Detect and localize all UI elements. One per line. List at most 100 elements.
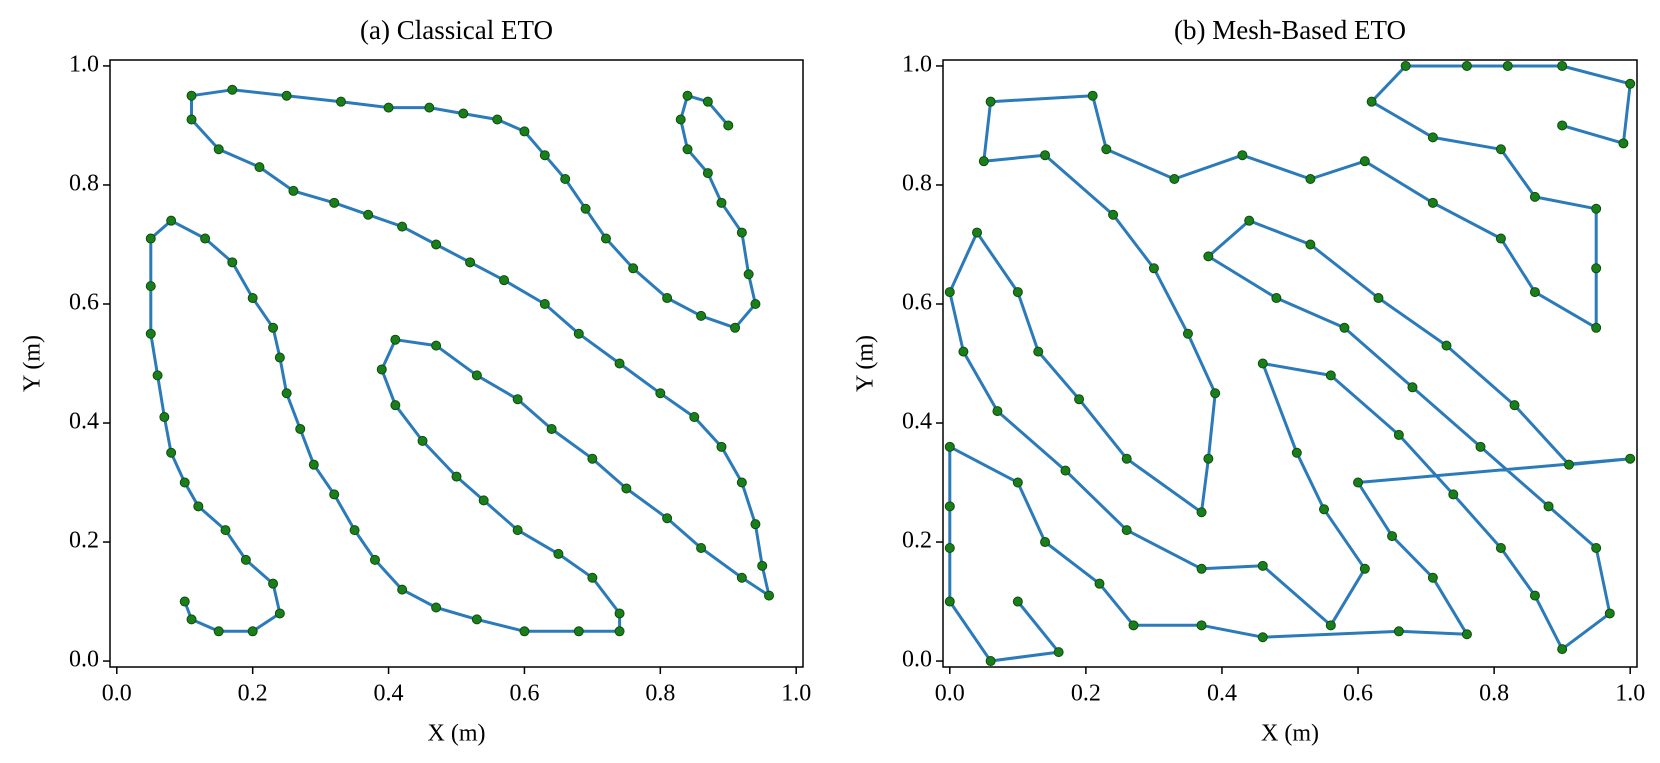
point-marker <box>247 293 258 304</box>
point-marker <box>519 126 530 137</box>
point-marker <box>958 346 969 357</box>
point-marker <box>702 168 713 179</box>
point-marker <box>424 102 435 113</box>
point-marker <box>1461 629 1472 640</box>
axes-frame <box>942 59 1638 668</box>
point-marker <box>512 525 523 536</box>
point-marker <box>736 572 747 583</box>
point-marker <box>1591 542 1602 553</box>
point-marker <box>1087 90 1098 101</box>
point-marker <box>1427 132 1438 143</box>
point-marker <box>1074 394 1085 405</box>
point-marker <box>1237 150 1248 161</box>
point-marker <box>159 412 170 423</box>
point-marker <box>499 275 510 286</box>
point-marker <box>213 626 224 637</box>
point-marker <box>383 102 394 113</box>
point-marker <box>254 162 265 173</box>
point-marker <box>471 614 482 625</box>
point-marker <box>587 572 598 583</box>
point-marker <box>431 602 442 613</box>
point-marker <box>369 554 380 565</box>
point-marker <box>1121 453 1132 464</box>
point-marker <box>281 388 292 399</box>
point-marker <box>329 197 340 208</box>
point-marker <box>1040 537 1051 548</box>
point-marker <box>1393 429 1404 440</box>
point-marker <box>573 328 584 339</box>
point-marker <box>1509 400 1520 411</box>
point-marker <box>1101 144 1112 155</box>
point-marker <box>1393 626 1404 637</box>
point-marker <box>621 483 632 494</box>
x-tick-label: 0.0 <box>102 681 132 707</box>
subplot: (a) Classical ETO X (m) Y (m) 0.0 0.2 0.4 0.6 0… <box>20 15 812 746</box>
point-marker <box>689 412 700 423</box>
point-marker <box>730 322 741 333</box>
point-marker <box>1196 507 1207 518</box>
point-marker <box>1461 60 1472 71</box>
point-marker <box>662 513 673 524</box>
y-axis-label: Y (m) <box>853 335 879 392</box>
trajectory-line <box>948 64 1632 663</box>
point-marker <box>764 590 775 601</box>
point-marker <box>736 477 747 488</box>
trajectory-line <box>149 88 771 633</box>
axes-frame <box>109 59 804 668</box>
point-marker <box>336 96 346 107</box>
point-marker <box>1325 370 1336 381</box>
point-marker <box>716 197 727 208</box>
point-marker <box>736 227 747 238</box>
point-marker <box>1359 563 1370 574</box>
point-marker <box>1291 447 1302 458</box>
point-marker <box>1529 287 1540 298</box>
point-marker <box>1353 477 1364 488</box>
y-tick-label: 0.2 <box>69 528 99 554</box>
point-marker <box>1339 322 1350 333</box>
point-marker <box>1012 596 1023 607</box>
point-marker <box>274 608 285 619</box>
point-marker <box>1203 453 1214 464</box>
point-marker <box>186 614 197 625</box>
y-tick-label: 0.0 <box>902 647 932 673</box>
point-marker <box>1060 465 1071 476</box>
y-tick-label: 0.8 <box>69 170 99 196</box>
point-marker <box>560 174 571 185</box>
point-marker <box>431 239 442 250</box>
y-tick-label: 0.4 <box>69 409 99 435</box>
point-marker <box>1108 209 1119 220</box>
point-marker <box>397 584 408 595</box>
point-marker <box>390 400 401 411</box>
point-marker <box>539 150 550 161</box>
point-marker <box>600 233 611 244</box>
point-marker <box>431 340 442 351</box>
point-marker <box>274 352 285 363</box>
point-marker <box>145 281 156 292</box>
point-marker <box>1196 620 1207 631</box>
point-marker <box>723 120 734 131</box>
point-marker <box>1319 504 1330 515</box>
point-marker <box>1271 293 1282 304</box>
point-marker <box>349 525 360 536</box>
x-tick-label: 0.2 <box>1071 681 1101 707</box>
point-marker <box>1557 120 1568 131</box>
point-marker <box>451 471 462 482</box>
point-marker <box>247 626 258 637</box>
x-tick-label: 0.2 <box>238 681 268 707</box>
point-marker <box>492 114 503 125</box>
point-marker <box>376 364 387 375</box>
point-marker <box>193 501 204 512</box>
point-marker <box>662 293 673 304</box>
point-marker <box>1557 644 1568 655</box>
point-marker <box>944 441 955 452</box>
subplot-title: (b) Mesh-Based ETO <box>1174 15 1406 45</box>
point-marker <box>1563 459 1574 470</box>
point-marker <box>213 144 224 155</box>
point-marker <box>1305 174 1316 185</box>
point-marker <box>539 298 550 309</box>
point-marker <box>465 257 476 268</box>
point-marker <box>1427 197 1438 208</box>
point-marker <box>200 233 211 244</box>
y-axis-label: Y (m) <box>20 335 46 392</box>
x-tick-label: 0.6 <box>1343 681 1373 707</box>
